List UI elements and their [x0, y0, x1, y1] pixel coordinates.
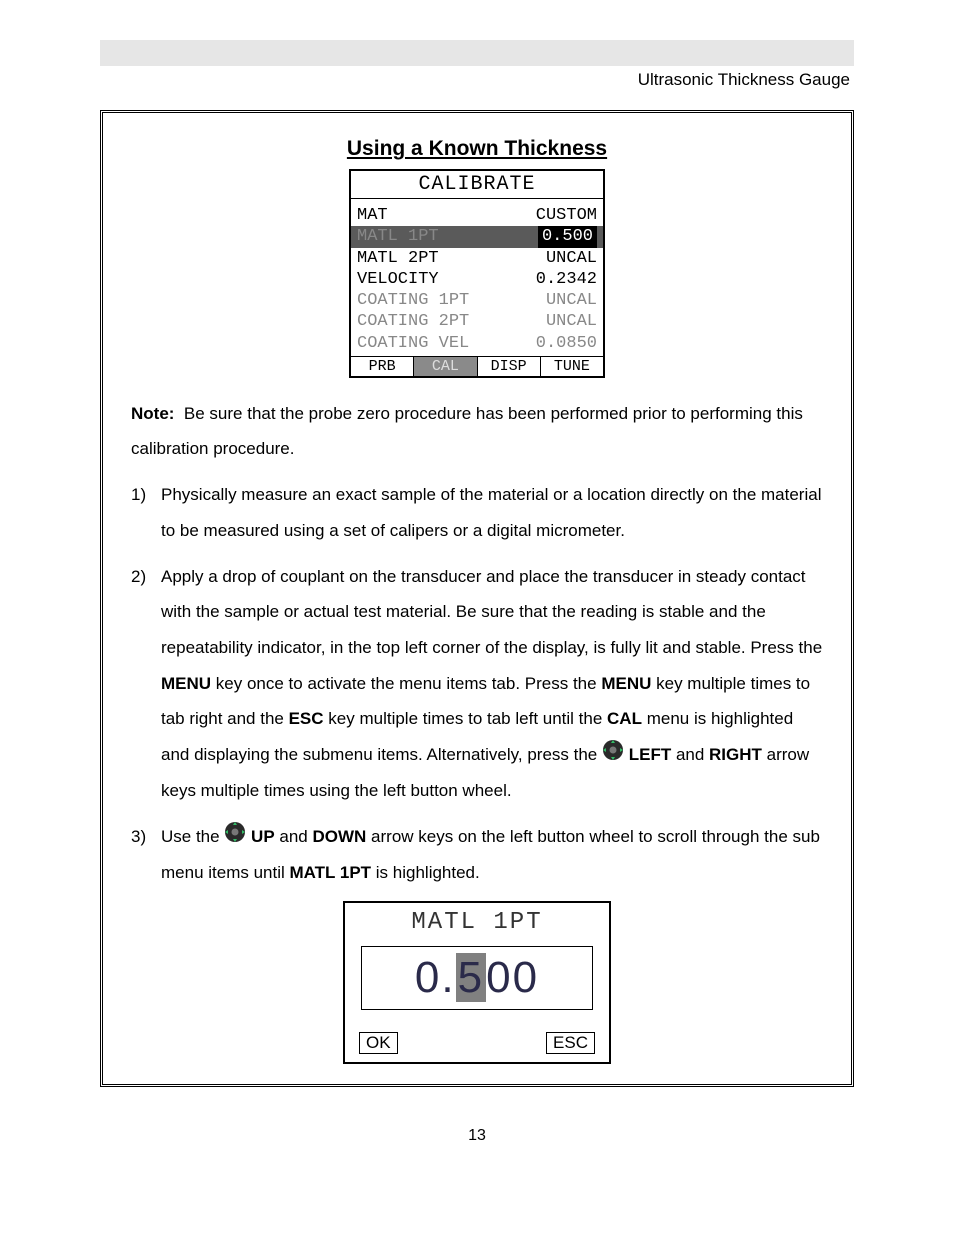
tab-disp[interactable]: DISP	[478, 357, 541, 376]
matl-screen: MATL 1PT 0.500 OK ESC	[343, 901, 611, 1064]
cal-row-coating2pt[interactable]: COATING 2PT UNCAL	[351, 311, 603, 332]
matl-value: 0.500	[415, 953, 539, 1002]
calibrate-title: CALIBRATE	[351, 171, 603, 199]
step-body: Apply a drop of couplant on the transduc…	[161, 559, 823, 809]
cal-row-matl2pt[interactable]: MATL 2PT UNCAL	[351, 248, 603, 269]
calibrate-rows: MAT CUSTOM MATL 1PT 0.500 MATL 2PT UNCAL…	[351, 199, 603, 354]
key-matl1pt: MATL 1PT	[290, 863, 372, 882]
cal-row-label: COATING 2PT	[357, 311, 469, 332]
step-number: 1)	[131, 477, 161, 548]
step-body: Use the UP and DOWN arrow keys on the le…	[161, 819, 823, 891]
v: 00	[486, 953, 539, 1002]
t: key once to activate the menu items tab.…	[211, 674, 601, 693]
header-title: Ultrasonic Thickness Gauge	[100, 70, 854, 90]
cal-row-value: 0.500	[538, 226, 597, 247]
matl-title: MATL 1PT	[355, 907, 599, 946]
t: Apply a drop of couplant on the transduc…	[161, 567, 822, 657]
steps-list: 1) Physically measure an exact sample of…	[131, 477, 823, 891]
key-right: RIGHT	[709, 745, 762, 764]
key-down: DOWN	[312, 827, 366, 846]
note-prefix: Note:	[131, 404, 174, 423]
matl-buttons: OK ESC	[355, 1032, 599, 1054]
cal-row-mat[interactable]: MAT CUSTOM	[351, 205, 603, 226]
step-2: 2) Apply a drop of couplant on the trans…	[131, 559, 823, 809]
t: Use the	[161, 827, 224, 846]
cal-row-label: COATING 1PT	[357, 290, 469, 311]
key-cal: CAL	[607, 709, 642, 728]
cal-row-value: CUSTOM	[536, 205, 597, 226]
key-esc: ESC	[289, 709, 324, 728]
calibrate-tabs: PRB CAL DISP TUNE	[351, 356, 603, 376]
step-number: 3)	[131, 819, 161, 891]
step-body: Physically measure an exact sample of th…	[161, 477, 823, 548]
cal-row-value: UNCAL	[546, 311, 597, 332]
page-number: 13	[100, 1127, 854, 1145]
cal-row-label: MATL 1PT	[357, 226, 439, 247]
step-number: 2)	[131, 559, 161, 809]
tab-cal[interactable]: CAL	[414, 357, 477, 376]
ok-button[interactable]: OK	[359, 1032, 398, 1054]
cal-row-matl1pt[interactable]: MATL 1PT 0.500	[351, 226, 603, 247]
esc-button[interactable]: ESC	[546, 1032, 595, 1054]
key-menu: MENU	[601, 674, 651, 693]
t: and	[275, 827, 313, 846]
cal-row-coating1pt[interactable]: COATING 1PT UNCAL	[351, 290, 603, 311]
t: and	[671, 745, 709, 764]
tab-tune[interactable]: TUNE	[541, 357, 603, 376]
cal-row-value: UNCAL	[546, 290, 597, 311]
matl-value-box[interactable]: 0.500	[361, 946, 593, 1010]
cal-row-value: UNCAL	[546, 248, 597, 269]
key-menu: MENU	[161, 674, 211, 693]
content-box: Using a Known Thickness CALIBRATE MAT CU…	[100, 110, 854, 1087]
calibrate-screen: CALIBRATE MAT CUSTOM MATL 1PT 0.500 MATL…	[349, 169, 605, 378]
cal-row-coatingvel[interactable]: COATING VEL 0.0850	[351, 333, 603, 354]
tab-prb[interactable]: PRB	[351, 357, 414, 376]
cal-row-label: COATING VEL	[357, 333, 469, 354]
step-3: 3) Use the UP and DOWN arrow keys on the…	[131, 819, 823, 891]
note-text: Be sure that the probe zero procedure ha…	[131, 404, 803, 459]
v: 0.	[415, 953, 456, 1002]
wheel-icon	[602, 738, 624, 774]
cal-row-label: VELOCITY	[357, 269, 439, 290]
header-band	[100, 40, 854, 66]
cal-row-label: MAT	[357, 205, 388, 226]
cal-row-value: 0.2342	[536, 269, 597, 290]
cal-row-label: MATL 2PT	[357, 248, 439, 269]
step-1: 1) Physically measure an exact sample of…	[131, 477, 823, 548]
page: Ultrasonic Thickness Gauge Using a Known…	[0, 0, 954, 1185]
key-up: UP	[251, 827, 275, 846]
cal-row-value: 0.0850	[536, 333, 597, 354]
t: is highlighted.	[371, 863, 480, 882]
note: Note: Be sure that the probe zero proced…	[131, 396, 823, 467]
cal-row-velocity[interactable]: VELOCITY 0.2342	[351, 269, 603, 290]
t: key multiple times to tab left until the	[324, 709, 607, 728]
wheel-icon	[224, 820, 246, 856]
section-title: Using a Known Thickness	[131, 137, 823, 161]
v-hl: 5	[456, 953, 486, 1002]
key-left: LEFT	[629, 745, 672, 764]
